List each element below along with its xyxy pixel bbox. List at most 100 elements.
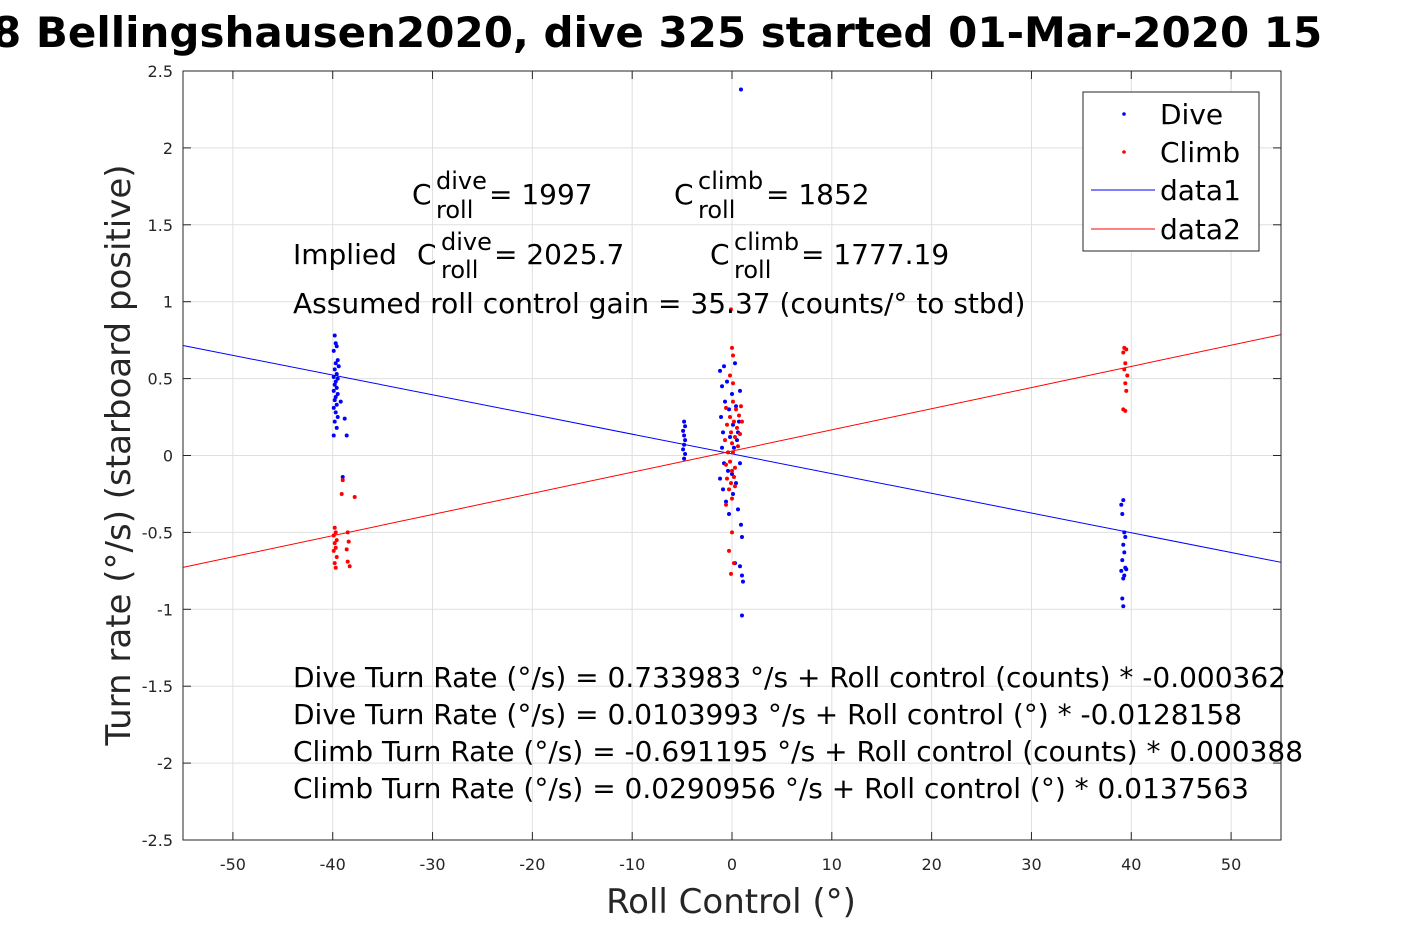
point-climb (738, 404, 743, 409)
annotation-implied-dive-base: C (417, 238, 437, 271)
point-dive (733, 481, 738, 486)
point-dive (739, 573, 744, 578)
point-dive (730, 391, 734, 396)
legend-label-data1: data1 (1160, 174, 1241, 207)
point-dive (720, 384, 725, 389)
chart-title: 8 Bellingshausen2020, dive 325 started 0… (0, 8, 1322, 57)
point-dive (738, 522, 743, 527)
x-tick-label: -10 (619, 855, 645, 874)
y-tick-label: -1.5 (142, 677, 173, 696)
point-dive (331, 348, 336, 353)
y-tick-label: -2 (157, 754, 173, 773)
point-dive (1120, 558, 1125, 563)
point-climb (729, 481, 734, 486)
point-climb (346, 539, 351, 544)
x-axis-label: Roll Control (°) (606, 882, 856, 922)
annotation-implied-climb-sub: roll (734, 256, 771, 284)
point-climb (729, 430, 734, 435)
point-dive (732, 361, 737, 366)
point-climb (333, 565, 338, 570)
point-dive (331, 388, 336, 393)
point-dive (1121, 576, 1126, 581)
point-dive (332, 333, 337, 338)
point-dive (718, 368, 723, 373)
point-climb (734, 425, 739, 430)
annotation-implied-dive-sup: dive (441, 228, 492, 256)
point-dive (335, 415, 340, 420)
point-dive (331, 433, 336, 438)
point-dive (721, 487, 726, 492)
point-dive (1121, 542, 1126, 547)
axis-ticks: -50 -40 -30 -20 -10 0 10 20 30 40 50-2.5-2-1.5-1-0… (142, 62, 1281, 874)
point-dive (332, 382, 337, 387)
point-climb (339, 491, 344, 496)
point-dive (333, 361, 338, 366)
annotation-c-climb-sup: climb (698, 167, 763, 195)
point-dive (1122, 530, 1127, 535)
point-dive (334, 344, 339, 349)
annotation-implied-dive: Implied C dive roll = 2025.7 (293, 228, 624, 284)
point-dive (721, 430, 726, 435)
point-climb (733, 407, 738, 412)
point-climb (352, 495, 357, 500)
point-dive (332, 419, 337, 424)
y-tick-label: -0.5 (142, 523, 173, 542)
point-dive (333, 410, 338, 415)
point-dive (683, 438, 688, 443)
point-climb (334, 538, 339, 543)
point-climb (737, 431, 742, 436)
point-dive (1124, 567, 1129, 572)
point-climb (731, 475, 736, 480)
annotation-c-dive: C dive roll = 1997 (412, 167, 593, 224)
point-dive (718, 476, 723, 481)
point-climb (730, 345, 734, 350)
point-dive (331, 405, 336, 410)
legend-marker-dive (1122, 112, 1126, 116)
point-dive (340, 475, 345, 480)
point-dive (332, 367, 337, 372)
point-climb (1124, 388, 1129, 393)
point-dive (719, 415, 724, 420)
point-dive (342, 416, 347, 421)
point-dive (682, 419, 687, 424)
point-climb (729, 307, 734, 312)
point-climb (1122, 367, 1127, 372)
annotation-implied-climb-value: = 1777.19 (801, 238, 949, 271)
annotation-c-climb-value: = 1852 (766, 178, 870, 211)
point-climb (724, 502, 729, 507)
point-dive (720, 445, 725, 450)
point-dive (334, 371, 339, 376)
point-climb (332, 525, 337, 530)
point-climb (724, 405, 729, 410)
x-tick-label: 0 (727, 855, 737, 874)
point-climb (1123, 361, 1128, 366)
point-dive (737, 461, 742, 466)
annotation-implied-dive-sub: roll (441, 256, 478, 284)
point-dive (722, 364, 727, 369)
annotation-c-dive-value: = 1997 (489, 178, 593, 211)
annotation-implied-dive-value: = 2025.7 (494, 238, 624, 271)
point-climb (730, 441, 734, 446)
point-dive (724, 499, 729, 504)
point-climb (1121, 350, 1126, 355)
point-dive (727, 511, 732, 516)
point-dive (683, 424, 688, 429)
point-climb (739, 419, 744, 424)
y-tick-label: -1 (157, 600, 173, 619)
point-climb (331, 548, 336, 553)
x-tick-label: 20 (921, 855, 941, 874)
point-climb (725, 422, 730, 427)
annotation-implied-prefix: Implied (293, 238, 397, 271)
point-dive (1123, 535, 1128, 540)
point-climb (727, 548, 732, 553)
point-climb (730, 530, 734, 535)
point-climb (731, 419, 736, 424)
point-climb (730, 399, 735, 404)
point-dive (331, 375, 336, 380)
point-dive (335, 391, 340, 396)
point-dive (333, 379, 338, 384)
point-climb (728, 415, 733, 420)
point-dive (730, 471, 734, 476)
point-climb (332, 561, 337, 566)
